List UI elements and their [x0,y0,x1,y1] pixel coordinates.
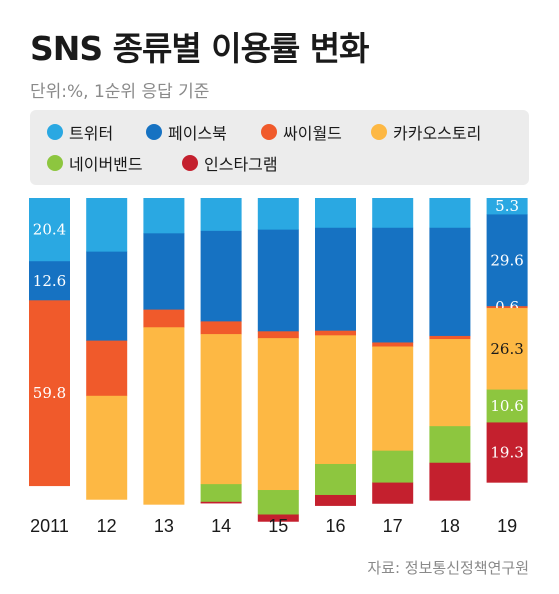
bar-segment-twitter-2011 [29,198,70,262]
bar-segment-instagram-19 [486,422,528,483]
legend-swatch-cyworld [261,124,277,140]
bar-segment-cyworld-16 [315,330,356,336]
bar-segment-twitter-12 [86,198,128,253]
legend-swatch-instagram [182,155,198,171]
data-label-twitter-2011: 20.4 [33,221,66,239]
bar-segment-twitter-17 [372,198,414,229]
bar-segment-cyworld-13 [143,309,185,328]
legend-item-twitter: 트위터 [47,121,113,143]
legend-label-cyworld: 싸이월드 [283,124,342,143]
legend-swatch-facebook [146,124,162,140]
legend-item-instagram: 인스타그램 [182,152,278,174]
bar-segment-instagram-14 [200,501,242,504]
x-tick-label-13: 13 [154,516,174,536]
bar-segment-twitter-18 [429,198,471,229]
x-tick-label-18: 18 [440,516,460,536]
bar-segment-naverband-14 [200,484,242,503]
x-tick-label-12: 12 [97,516,117,536]
bar-segment-facebook-15 [257,229,299,332]
legend-label-kakaostory: 카카오스토리 [393,124,482,143]
x-tick-label-15: 15 [268,516,288,536]
bar-segment-kakaostory-19 [486,308,528,390]
chart-subtitle: 단위:%, 1순위 응답 기준 [30,82,210,102]
legend-item-kakaostory: 카카오스토리 [371,121,481,143]
bar-segment-naverband-15 [257,490,299,515]
bar-segment-cyworld-15 [257,331,299,339]
bar-segment-kakaostory-14 [200,334,242,485]
legend-swatch-kakaostory [371,124,387,140]
x-tick-label-14: 14 [211,516,231,536]
bar-segment-facebook-16 [315,227,356,332]
bar-segment-twitter-19 [486,198,528,215]
bar-segment-cyworld-2011 [29,300,70,487]
chart-title: SNS 종류별 이용률 변화 [30,29,369,68]
data-label-cyworld-2011: 59.8 [33,384,66,402]
bar-segment-kakaostory-13 [143,327,185,505]
source-note: 자료: 정보통신정책연구원 [367,559,529,577]
bar-segment-instagram-17 [372,482,414,504]
legend-label-twitter: 트위터 [69,124,114,143]
bar-segment-cyworld-14 [200,321,242,335]
bar-segment-kakaostory-16 [315,335,356,465]
bar-segment-naverband-18 [429,426,471,464]
data-label-naverband-19: 10.6 [490,397,523,415]
x-tick-label-16: 16 [325,516,345,536]
legend-swatch-naverband [47,155,63,171]
x-tick-label-17: 17 [383,516,403,536]
data-label-facebook-19: 29.6 [490,251,523,269]
bar-segment-kakaostory-17 [372,346,414,452]
bar-segment-facebook-13 [143,233,185,310]
legend-label-instagram: 인스타그램 [204,155,278,174]
bar-segment-naverband-16 [315,463,356,496]
x-tick-label-19: 19 [497,516,517,536]
bar-segment-facebook-2011 [29,261,70,301]
bar-segment-naverband-17 [372,450,414,483]
bar-segment-facebook-19 [486,214,528,307]
bar-segment-facebook-12 [86,251,128,341]
bar-segment-cyworld-17 [372,342,414,347]
bar-segment-instagram-15 [257,514,299,522]
bar-segment-cyworld-12 [86,340,128,397]
bar-segment-twitter-13 [143,198,185,234]
bar-segment-cyworld-18 [429,335,471,340]
legend-item-cyworld: 싸이월드 [261,121,342,143]
x-tick-label-2011: 2011 [30,516,69,536]
bar-segment-kakaostory-18 [429,339,471,427]
legend-item-naverband: 네이버밴드 [47,152,143,174]
bar-segment-facebook-18 [429,227,471,337]
data-label-instagram-19: 19.3 [490,443,523,461]
bar-segment-facebook-14 [200,230,242,322]
data-label-kakaostory-19: 26.3 [490,340,523,358]
bar-segment-instagram-16 [315,494,356,506]
legend-label-naverband: 네이버밴드 [69,155,143,174]
bar-segment-kakaostory-12 [86,395,128,500]
legend-label-facebook: 페이스북 [168,124,227,143]
data-label-twitter-19: 5.3 [495,197,519,215]
bar-segment-naverband-19 [486,389,528,423]
legend-item-facebook: 페이스북 [146,121,227,143]
legend: 트위터 페이스북 싸이월드 카카오스토리 네이버밴드 인스타그램 [30,110,529,185]
bar-segment-facebook-17 [372,227,414,343]
bar-segment-twitter-16 [315,198,356,229]
data-label-facebook-2011: 12.6 [33,272,66,290]
legend-swatch-twitter [47,124,63,140]
bar-segment-kakaostory-15 [257,338,299,491]
bar-segment-twitter-15 [257,198,299,231]
bar-segment-instagram-18 [429,462,471,501]
bar-segment-twitter-14 [200,198,242,232]
bar-segment-cyworld-19 [486,306,528,309]
